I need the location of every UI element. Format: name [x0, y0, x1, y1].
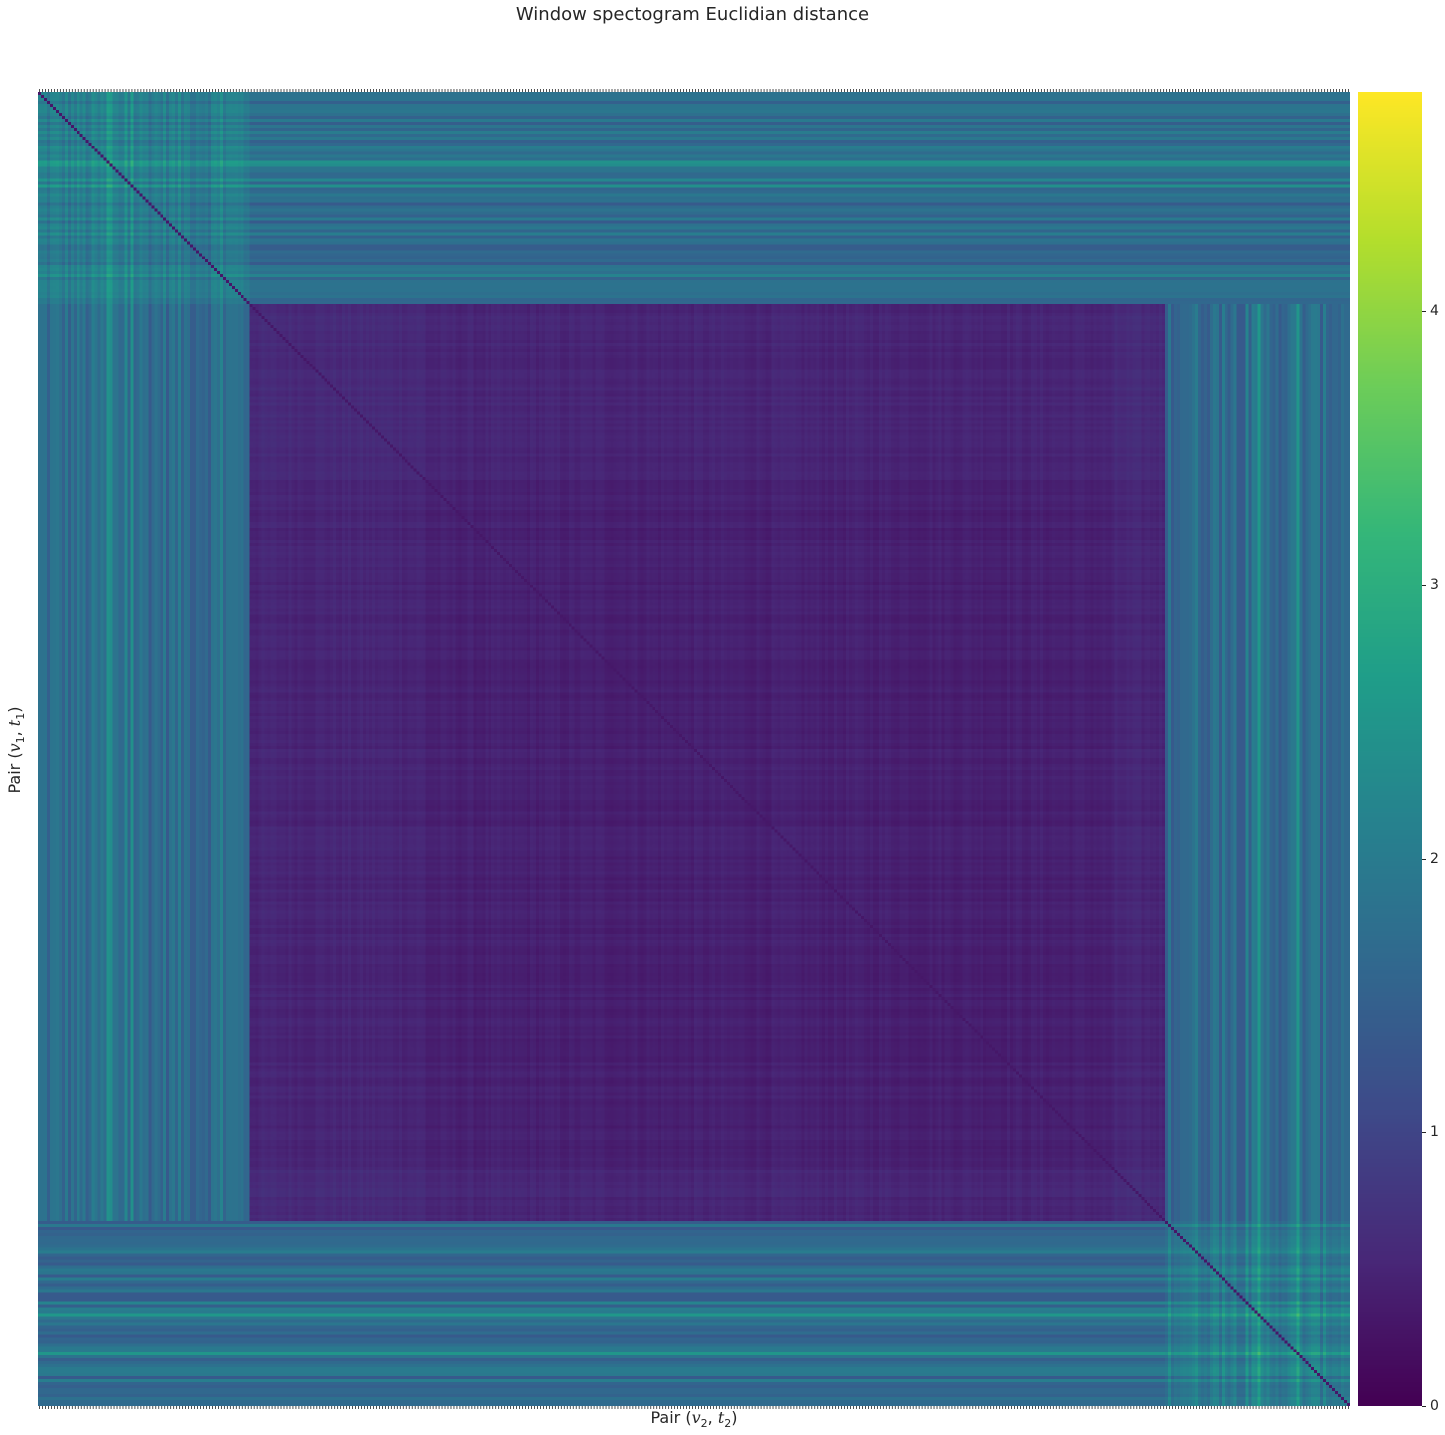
colorbar-gradient	[1358, 92, 1422, 1406]
colorbar-tick	[1422, 311, 1426, 312]
colorbar-tick	[1422, 584, 1426, 586]
colorbar-tick-label: 2	[1430, 850, 1439, 867]
x-ticks-top	[39, 89, 1349, 92]
colorbar-tick-label: 4	[1430, 303, 1439, 319]
colorbar-tick	[1422, 1406, 1426, 1407]
colorbar-tick	[1422, 1132, 1426, 1134]
colorbar-tick	[1422, 858, 1426, 860]
heatmap-plot-area	[38, 92, 1350, 1406]
colorbar-tick-label: 1	[1430, 1124, 1439, 1141]
y-axis-label: Pair (v1, t1)	[4, 706, 28, 794]
heatmap-cells	[38, 92, 1350, 1406]
colorbar: 0 1 2 3 4	[1358, 92, 1439, 1414]
colorbar-tick-label: 3	[1430, 576, 1439, 593]
colorbar-tick-label: 0	[1430, 1398, 1439, 1414]
x-ticks-bottom	[39, 1406, 1349, 1409]
x-axis-label: Pair (v2, t2)	[650, 1408, 738, 1431]
chart-title: Window spectogram Euclidian distance	[515, 4, 870, 25]
